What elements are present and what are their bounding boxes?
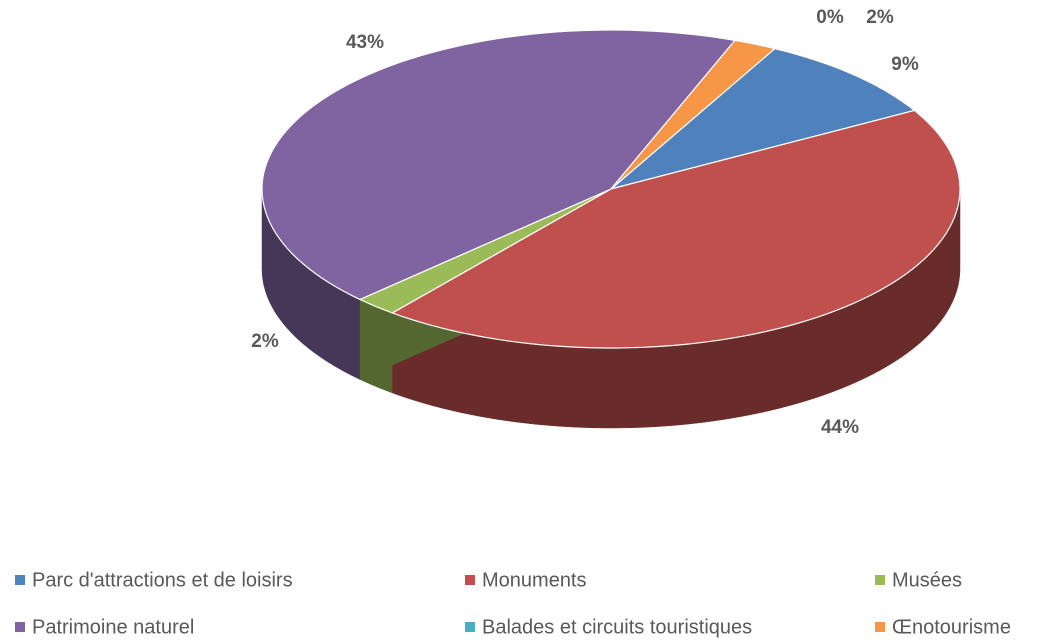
slice (610, 47, 916, 190)
legend-swatch (875, 622, 885, 632)
legend-swatch (15, 622, 25, 632)
value-label: 2% (251, 331, 279, 352)
legend-swatch (875, 575, 885, 585)
legend-label: Monuments (482, 569, 587, 591)
legend-label: Parc d'attractions et de loisirs (32, 569, 293, 591)
legend-swatch (15, 575, 25, 585)
legend-label: Œnotourisme (892, 616, 1011, 638)
slice (390, 109, 961, 349)
legend-label: Musées (892, 569, 962, 591)
legend-swatch (465, 622, 475, 632)
value-label: 0% (816, 7, 844, 28)
value-label: 43% (346, 32, 384, 53)
slice (610, 39, 777, 190)
value-label: 44% (821, 417, 859, 438)
legend-label: Balades et circuits touristiques (482, 616, 752, 638)
legend-swatch (465, 575, 475, 585)
value-label: 2% (866, 7, 894, 28)
legend-label: Patrimoine naturel (32, 616, 194, 638)
value-label: 9% (891, 54, 919, 75)
slice (261, 29, 737, 301)
